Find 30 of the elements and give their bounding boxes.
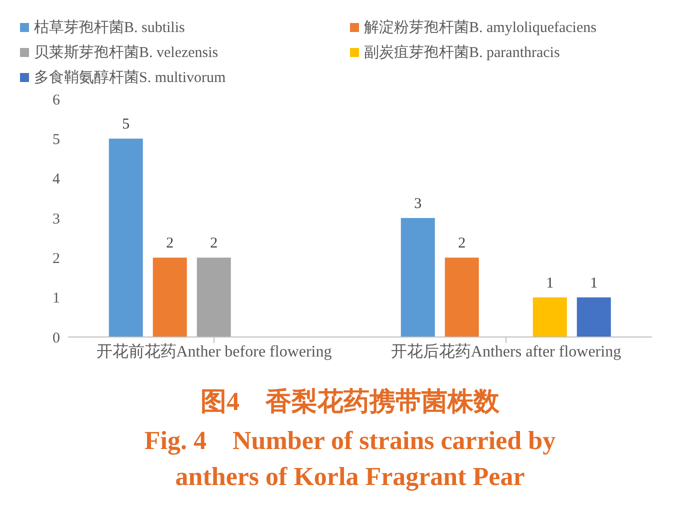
legend-label: 解淀粉芽孢杆菌B. amyloliquefaciens: [364, 18, 596, 37]
y-tick-label: 1: [52, 290, 60, 307]
data-label: 5: [122, 116, 130, 133]
bar: [532, 297, 567, 337]
data-label: 2: [210, 236, 218, 252]
x-tick-label: 开花前花药Anther before flowering: [96, 342, 332, 360]
legend-label: 副炭疽芽孢杆菌B. paranthracis: [364, 44, 560, 62]
bar: [576, 297, 611, 337]
y-tick-label: 6: [52, 92, 60, 108]
data-label: 2: [166, 236, 174, 252]
text: 图4 香梨花药携带菌株数: [200, 386, 500, 418]
data-label: 1: [546, 275, 554, 292]
text: Fig. 4 Number of strains carried by anthers of Korla Fragrant Pear: [143, 425, 557, 494]
y-tick-label: 2: [52, 250, 60, 267]
legend-label: 贝莱斯芽孢杆菌B. velezensis: [34, 44, 218, 62]
x-tick-label: 开花后花药Anthers after flowering: [390, 342, 622, 360]
legend-label: 枯草芽孢杆菌B. subtilis: [34, 18, 185, 37]
bar: [108, 138, 143, 337]
legend-label: 多食鞘氨醇杆菌S. multivorum: [34, 68, 226, 87]
y-tick-label: 3: [52, 211, 60, 228]
y-tick-label: 4: [52, 172, 60, 188]
y-tick-label: 5: [52, 132, 60, 148]
data-label: 2: [458, 236, 466, 252]
data-label: 1: [590, 275, 598, 292]
bar: [444, 258, 479, 337]
bar: [400, 218, 435, 337]
bar: [196, 258, 231, 337]
y-tick-label: 0: [52, 330, 60, 346]
data-label: 3: [414, 196, 422, 212]
bar: [152, 258, 187, 337]
